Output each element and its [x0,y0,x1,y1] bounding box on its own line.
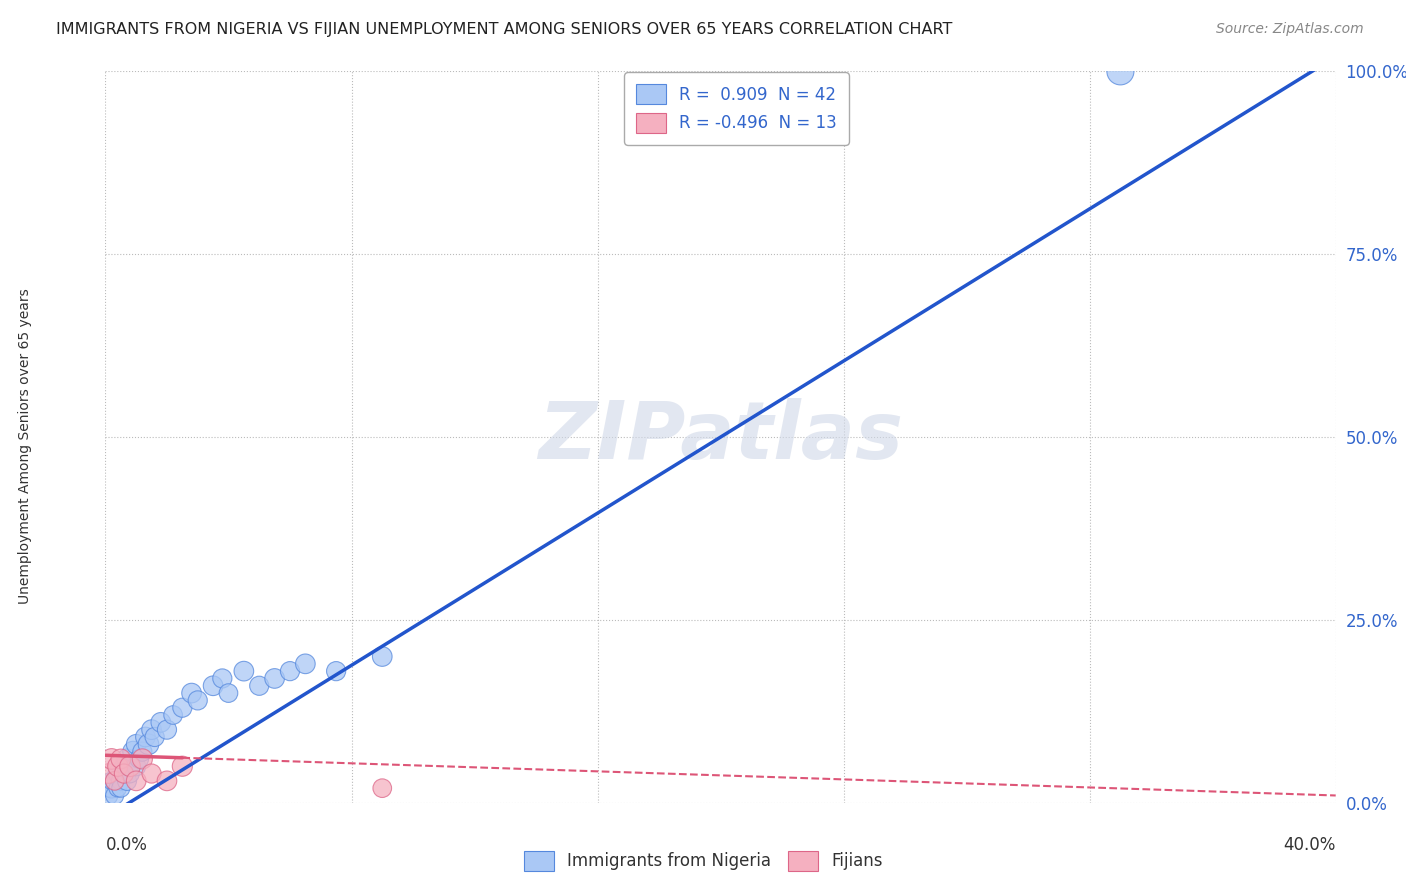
Point [211,672,233,686]
Point [1109,64,1132,78]
Point [97,766,120,780]
Point [218,686,240,700]
Legend: R =  0.909  N = 42, R = -0.496  N = 13: R = 0.909 N = 42, R = -0.496 N = 13 [624,72,849,145]
Point [263,672,285,686]
Point [100,773,122,788]
Legend: Immigrants from Nigeria, Fijians: Immigrants from Nigeria, Fijians [515,842,891,880]
Point [325,664,347,678]
Point [120,759,141,773]
Point [125,737,148,751]
Text: Unemployment Among Seniors over 65 years: Unemployment Among Seniors over 65 years [18,288,32,604]
Text: 0.0%: 0.0% [105,836,148,854]
Text: 40.0%: 40.0% [1284,836,1336,854]
Point [141,723,163,737]
Point [110,781,132,796]
Point [141,766,163,780]
Point [128,752,150,766]
Point [120,766,141,780]
Point [143,730,166,744]
Point [122,745,145,759]
Point [115,773,138,788]
Point [110,752,132,766]
Point [112,766,135,780]
Point [149,715,172,730]
Point [371,649,394,664]
Text: Source: ZipAtlas.com: Source: ZipAtlas.com [1216,22,1364,37]
Point [131,752,153,766]
Point [97,781,120,796]
Point [156,773,179,788]
Point [180,686,202,700]
Point [172,700,194,714]
Point [110,773,132,788]
Point [112,766,135,780]
Point [172,759,194,773]
Point [104,773,127,788]
Point [97,789,120,803]
Point [294,657,316,671]
Point [156,723,179,737]
Point [107,759,129,773]
Text: IMMIGRANTS FROM NIGERIA VS FIJIAN UNEMPLOYMENT AMONG SENIORS OVER 65 YEARS CORRE: IMMIGRANTS FROM NIGERIA VS FIJIAN UNEMPL… [56,22,953,37]
Point [278,664,301,678]
Point [120,759,141,773]
Point [107,781,129,796]
Point [100,752,122,766]
Point [371,781,394,796]
Point [104,773,127,788]
Point [131,745,153,759]
Point [138,737,160,751]
Point [125,759,148,773]
Point [162,708,184,723]
Point [202,679,225,693]
Point [115,752,138,766]
Text: ZIPatlas: ZIPatlas [538,398,903,476]
Point [247,679,270,693]
Point [125,773,148,788]
Point [104,789,127,803]
Point [187,693,209,707]
Point [232,664,254,678]
Point [134,730,156,744]
Point [112,759,135,773]
Point [100,781,122,796]
Point [107,766,129,780]
